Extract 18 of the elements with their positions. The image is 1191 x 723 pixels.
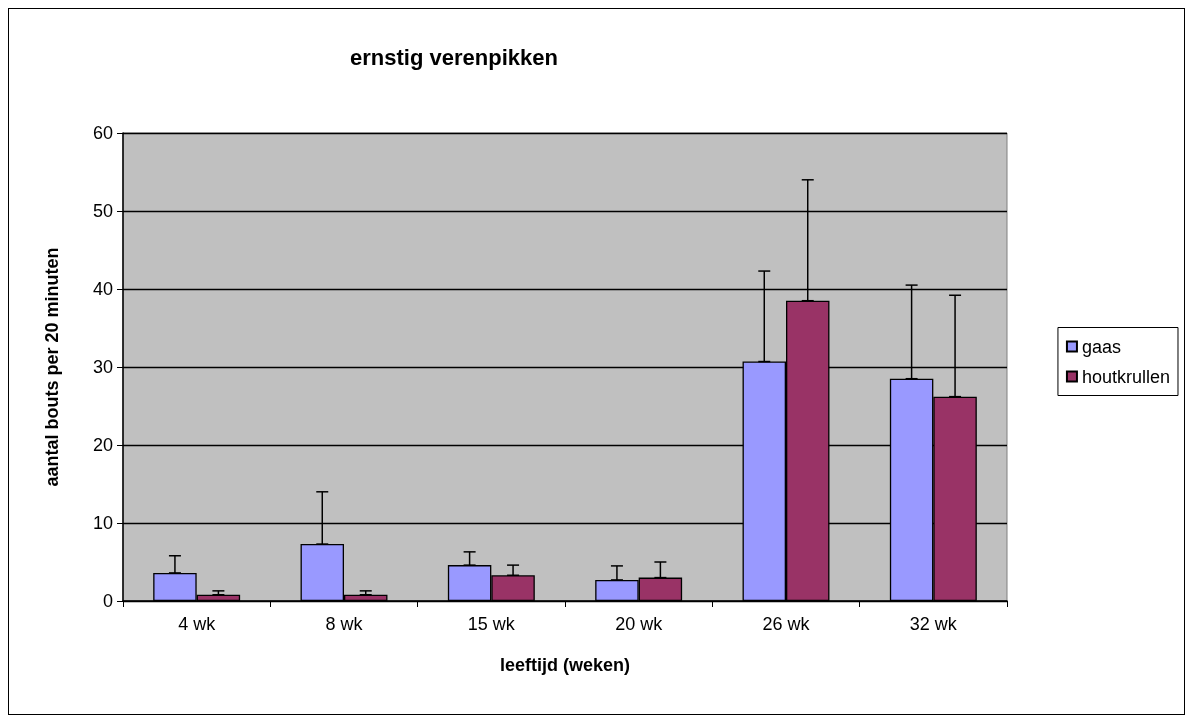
y-tick-label: 0: [102, 591, 113, 611]
legend-label: houtkrullen: [1081, 366, 1170, 387]
x-tick-label: 20 wk: [615, 614, 664, 634]
y-tick-label: 30: [92, 357, 113, 377]
y-axis-title: aantal bouts per 20 minuten: [42, 247, 62, 487]
y-tick-label: 50: [92, 201, 113, 221]
y-tick-label: 10: [92, 513, 113, 533]
y-tick-label: 60: [92, 123, 113, 143]
x-axis-title: leeftijd (weken): [499, 655, 631, 675]
chart-title: ernstig verenpikken: [350, 44, 558, 70]
x-tick-label: 15 wk: [467, 614, 516, 634]
x-tick-label: 4 wk: [178, 614, 217, 634]
x-tick-label: 32 wk: [909, 614, 958, 634]
legend-label: gaas: [1081, 336, 1121, 357]
x-tick-label: 8 wk: [325, 614, 364, 634]
x-tick-label: 26 wk: [762, 614, 811, 634]
y-tick-label: 40: [92, 279, 113, 299]
y-tick-label: 20: [92, 435, 113, 455]
